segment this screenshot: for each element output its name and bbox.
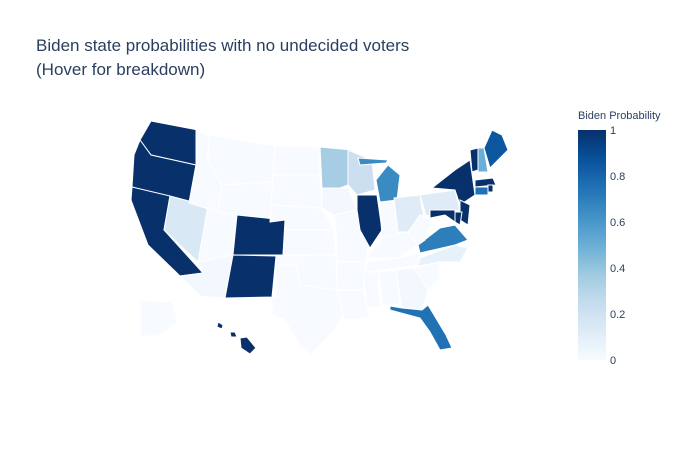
state-tn[interactable] <box>365 252 421 273</box>
chart-title: Biden state probabilities with no undeci… <box>36 34 409 82</box>
state-ks[interactable] <box>282 229 337 256</box>
state-mi[interactable] <box>357 157 401 203</box>
colorbar-gradient <box>578 130 606 360</box>
state-va[interactable] <box>417 224 469 254</box>
state-nm[interactable] <box>224 254 277 299</box>
colorbar: 0 0.2 0.4 0.6 0.8 1 <box>578 125 625 367</box>
state-hi[interactable] <box>216 321 257 355</box>
state-ri[interactable] <box>487 184 494 193</box>
colorbar-title: Biden Probability <box>578 110 661 122</box>
colorbar-tick-label: 0.2 <box>610 309 625 321</box>
colorbar-tick-label: 1 <box>610 125 616 137</box>
state-ak[interactable] <box>139 299 179 337</box>
colorbar-tick-label: 0.8 <box>610 171 625 183</box>
state-ms[interactable] <box>362 271 381 309</box>
state-ct[interactable] <box>474 186 489 196</box>
state-tx[interactable] <box>271 264 346 356</box>
state-ar[interactable] <box>336 261 367 291</box>
state-fl[interactable] <box>389 304 453 351</box>
state-nd[interactable] <box>272 145 321 176</box>
state-mn[interactable] <box>319 146 353 189</box>
colorbar-tick-label: 0.6 <box>610 217 625 229</box>
state-il[interactable] <box>356 194 383 249</box>
state-wv[interactable] <box>407 214 433 246</box>
state-vt[interactable] <box>469 147 479 173</box>
state-mt[interactable] <box>207 134 276 186</box>
state-de[interactable] <box>454 211 463 226</box>
state-al[interactable] <box>377 269 401 307</box>
chart-title-line-1: Biden state probabilities with no undeci… <box>36 36 410 55</box>
state-sd[interactable] <box>270 174 323 209</box>
state-ga[interactable] <box>395 267 429 311</box>
state-wi[interactable] <box>347 149 376 196</box>
state-md[interactable] <box>429 209 456 223</box>
chart-title-line-2: (Hover for breakdown) <box>36 60 206 79</box>
state-la[interactable] <box>336 289 371 321</box>
colorbar-tick-label: 0 <box>610 355 616 367</box>
state-nh[interactable] <box>477 147 489 173</box>
colorbar-tick-label: 0.4 <box>610 263 625 275</box>
state-me[interactable] <box>483 129 509 169</box>
